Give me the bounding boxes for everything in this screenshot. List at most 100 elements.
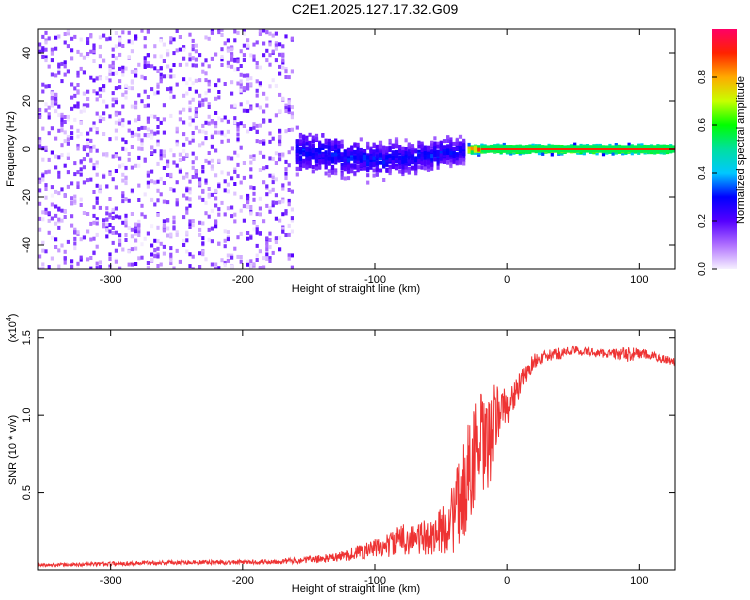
spectrogram-cell xyxy=(146,231,150,236)
spectrogram-cell xyxy=(318,143,322,148)
spectrogram-cell xyxy=(118,66,122,71)
spectrogram-cell xyxy=(236,137,240,142)
spectrogram-cell xyxy=(217,241,221,246)
spectrogram-cell xyxy=(281,58,285,63)
spectrogram-cell xyxy=(114,97,118,102)
spectrogram-cell xyxy=(95,183,99,188)
spectrogram-cell xyxy=(169,246,173,251)
snr-line xyxy=(38,345,675,568)
spectrogram-cell xyxy=(262,219,266,224)
spectrogram-cell xyxy=(311,143,315,148)
spectrogram-cell xyxy=(302,140,306,145)
spectrogram-cell xyxy=(214,188,218,193)
spectrogram-cell xyxy=(201,165,205,169)
spectrogram-cell xyxy=(66,135,70,139)
spectrogram-cell xyxy=(54,99,58,104)
spectrogram-cell xyxy=(188,115,192,120)
spectrogram-cell xyxy=(265,58,269,63)
spectrogram-cell xyxy=(140,99,144,104)
spectrogram-cell xyxy=(66,184,70,189)
spectrogram-cell xyxy=(172,153,176,158)
spectrogram-cell xyxy=(217,116,221,121)
spectrogram-cell xyxy=(105,234,109,239)
spectrogram-cell xyxy=(156,254,160,259)
spectrogram-cell xyxy=(130,104,134,109)
spectrogram-cell xyxy=(127,157,131,162)
spectrogram-cell xyxy=(50,202,54,207)
spectrogram-cell xyxy=(223,238,227,243)
spectrogram-cell xyxy=(204,180,208,185)
spectrogram-cell xyxy=(124,213,128,218)
spectrogram-cell xyxy=(204,91,208,96)
spectrogram-cell xyxy=(404,161,408,166)
spectrogram-cell xyxy=(442,151,447,156)
spectrogram-cell xyxy=(467,142,471,147)
spectrogram-cell xyxy=(198,220,202,225)
spectrogram-cell xyxy=(350,163,354,168)
spectrogram-cell xyxy=(350,169,354,174)
spectrogram-cell xyxy=(159,192,163,197)
spectrogram-cell xyxy=(452,151,456,156)
spectrogram-cell xyxy=(414,162,418,167)
spectrogram-cell xyxy=(401,156,405,161)
spectrogram-cell xyxy=(433,146,437,151)
spectrogram-cell xyxy=(63,72,67,77)
spectrogram-cell xyxy=(369,155,373,160)
spectrogram-cell xyxy=(236,174,240,179)
spectrogram-cell xyxy=(102,33,106,38)
spectrogram-cell xyxy=(423,145,427,150)
spectrogram-cell xyxy=(305,165,309,170)
spectrogram-cell xyxy=(38,107,42,112)
spectrogram-cell xyxy=(66,137,70,142)
x-tick-label: 0 xyxy=(504,575,510,587)
spectrogram-cell xyxy=(194,113,198,118)
spectrogram-cell xyxy=(175,180,179,185)
spectrogram-cell xyxy=(274,177,278,182)
spectrogram-cell xyxy=(178,152,182,157)
spectrogram-cell xyxy=(284,34,288,39)
spectrogram-cell xyxy=(210,164,214,169)
spectrogram-cell xyxy=(230,80,234,85)
spectrogram-cell xyxy=(105,206,109,211)
spectrogram-cell xyxy=(414,157,418,162)
spectrogram-cell xyxy=(66,239,70,244)
spectrogram-cell xyxy=(124,233,128,237)
spectrogram-cell xyxy=(156,246,160,251)
spectrogram-cell xyxy=(118,121,122,126)
spectrogram-cell xyxy=(166,233,170,238)
spectrogram-cell xyxy=(188,187,192,192)
spectrogram-cell xyxy=(134,224,138,229)
x-tick-label: -200 xyxy=(232,274,254,286)
spectrogram-cell xyxy=(252,42,256,47)
spectrogram-cell xyxy=(246,38,250,43)
spectrogram-cell xyxy=(223,260,227,265)
spectrogram-cell xyxy=(143,104,147,109)
spectrogram-cell xyxy=(159,262,163,267)
spectrogram-cell xyxy=(410,165,415,170)
spectrogram-cell xyxy=(76,181,80,186)
spectrogram-cell xyxy=(236,30,240,35)
spectrogram-cell xyxy=(41,82,45,87)
spectrogram-cell xyxy=(92,205,96,210)
spectrogram-cell xyxy=(57,128,61,133)
spectrogram-cell xyxy=(162,103,166,108)
spectrogram-cell xyxy=(95,130,99,135)
spectrogram-cell xyxy=(385,152,389,157)
spectrogram-cell xyxy=(140,212,144,217)
spectrogram-cell xyxy=(146,173,150,178)
spectrogram-cell xyxy=(60,208,64,213)
spectrogram-cell xyxy=(178,169,182,174)
spectrogram-cell xyxy=(385,146,389,151)
spectrogram-cell xyxy=(239,102,243,107)
spectrogram-cell xyxy=(44,102,48,107)
spectrogram-cell xyxy=(182,47,186,52)
spectrogram-cell xyxy=(162,130,166,135)
spectrogram-cell xyxy=(340,152,344,157)
spectrogram-cell xyxy=(86,97,90,101)
spectrogram-cell xyxy=(258,123,262,128)
snr-background xyxy=(38,330,675,570)
spectrogram-cell xyxy=(50,95,54,100)
spectrogram-cell xyxy=(50,103,54,108)
spectrogram-cell xyxy=(249,53,253,58)
spectrogram-cell xyxy=(41,126,45,131)
